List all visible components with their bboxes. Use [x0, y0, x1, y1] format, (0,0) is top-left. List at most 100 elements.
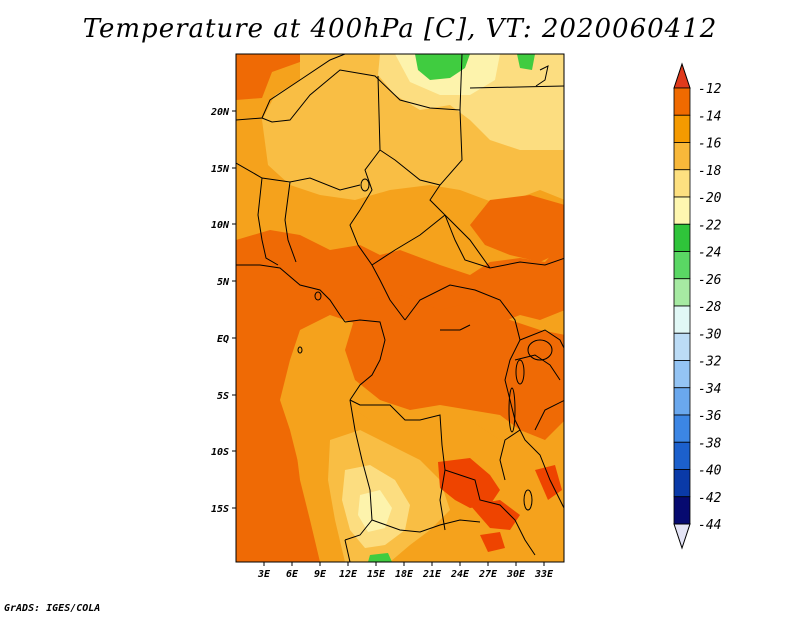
- credit-text: GrADS: IGES/COLA: [4, 603, 101, 614]
- border-line: [404, 284, 521, 421]
- lake-outline: [508, 387, 516, 433]
- border-line: [236, 162, 361, 191]
- colorbar-label: -20: [698, 191, 722, 206]
- colorbar-swatch: [673, 441, 691, 470]
- border-line: [444, 214, 491, 269]
- contour-fill-east: [470, 195, 564, 262]
- contour-fill-green-north: [415, 54, 470, 80]
- lat-labels: 20N 15N 10N 5N EQ 5S 10S 15S: [210, 107, 230, 515]
- lat-ticks: [232, 110, 236, 509]
- colorbar-label: -42: [698, 491, 722, 506]
- lat-label: 15N: [211, 164, 230, 175]
- border-line: [534, 399, 564, 431]
- lon-label: 27E: [478, 569, 498, 580]
- lat-label: 10S: [211, 447, 229, 458]
- colorbar-label: -32: [698, 355, 722, 370]
- lat-label: 5S: [217, 391, 229, 402]
- lon-label: 15E: [367, 569, 386, 580]
- temperature-field: [236, 54, 564, 562]
- lon-label: 18E: [395, 569, 414, 580]
- border-line: [344, 399, 373, 541]
- border-line: [349, 75, 406, 321]
- colorbar-swatch: [673, 360, 691, 389]
- colorbar-label: -30: [698, 327, 722, 342]
- colorbar-swatch: [673, 469, 691, 498]
- lon-label: 12E: [339, 569, 358, 580]
- contour-fill-warm-northwest: [236, 54, 330, 100]
- borders: [236, 54, 564, 562]
- lon-label: 30E: [506, 569, 526, 580]
- colorbar-label: -34: [698, 382, 721, 397]
- lon-label: 24E: [450, 569, 470, 580]
- lon-label: 9E: [314, 569, 327, 580]
- border-line: [440, 324, 471, 331]
- lakes: [297, 65, 553, 511]
- colorbar-swatch: [673, 414, 691, 443]
- colorbar-swatch: [673, 196, 691, 225]
- contour-fill-green-south: [368, 553, 392, 562]
- colorbar-label: -22: [698, 218, 722, 233]
- colorbar-label: -40: [698, 464, 722, 479]
- contour-fill-hotspot-4: [480, 532, 505, 552]
- contour-fill-green-northeast: [517, 54, 535, 70]
- colorbar-swatch: [673, 305, 691, 334]
- lat-label: 20N: [210, 107, 230, 118]
- lon-label: 21E: [422, 569, 442, 580]
- lon-label: 6E: [286, 569, 299, 580]
- colorbar-min-arrow: [673, 523, 691, 550]
- map-title: Temperature at 400hPa [C], VT: 202006041…: [82, 14, 718, 44]
- lat-label: 15S: [211, 504, 229, 515]
- border-line: [284, 181, 297, 263]
- lake-outline: [360, 178, 370, 192]
- lake-outline: [527, 339, 553, 361]
- colorbar-label: -44: [698, 518, 721, 533]
- colorbar-max-arrow: [673, 62, 691, 89]
- colorbar-swatch: [673, 278, 691, 307]
- border-line: [261, 54, 463, 123]
- colorbar-swatch: [673, 496, 691, 525]
- coast-detail: [535, 65, 549, 87]
- border-line: [429, 109, 564, 269]
- colorbar-swatch: [673, 142, 691, 171]
- colorbar-swatch: [673, 223, 691, 252]
- lon-labels: 3E 6E 9E 12E 15E 18E 21E 24E 27E 30E 33E: [257, 569, 554, 580]
- colorbar-label: -12: [698, 82, 722, 97]
- colorbar-label: -16: [698, 137, 722, 152]
- lat-label: 10N: [211, 220, 230, 231]
- border-line: [439, 469, 446, 531]
- colorbar-swatch: [673, 251, 691, 280]
- border-line: [469, 85, 564, 89]
- colorbar-label: -24: [698, 246, 721, 261]
- border-line: [371, 519, 481, 533]
- lake-outline: [523, 489, 533, 511]
- colorbar-label: -18: [698, 164, 722, 179]
- border-line: [514, 419, 564, 510]
- border-line: [519, 329, 564, 350]
- lat-label: 5N: [217, 277, 230, 288]
- colorbar-label: -28: [698, 300, 722, 315]
- contour-fill-hotspot-1: [438, 458, 500, 508]
- border-line: [344, 319, 386, 401]
- colorbar-label: -36: [698, 409, 722, 424]
- border-line: [371, 214, 446, 266]
- lon-label: 33E: [534, 569, 554, 580]
- lake-outline: [515, 359, 525, 385]
- colorbar-swatch: [673, 169, 691, 198]
- colorbar-label: -14: [698, 109, 721, 124]
- lake-outline: [297, 346, 303, 354]
- border-line: [236, 264, 346, 323]
- lat-label: EQ: [217, 334, 229, 345]
- colorbar-swatch: [673, 114, 691, 143]
- border-line: [379, 149, 441, 186]
- lon-label: 3E: [257, 569, 271, 580]
- colorbar: -12 -14 -16 -18 -20 -22 -24 -26 -28 -30 -32 -34 -36 -…: [673, 62, 722, 550]
- lon-ticks: [263, 562, 545, 566]
- border-line: [236, 54, 346, 121]
- colorbar-label: -38: [698, 436, 722, 451]
- border-line: [499, 429, 521, 481]
- colorbar-swatch: [673, 87, 691, 116]
- map-frame: [235, 53, 565, 563]
- lake-outline: [314, 291, 322, 301]
- contour-fill-south-core: [358, 490, 392, 532]
